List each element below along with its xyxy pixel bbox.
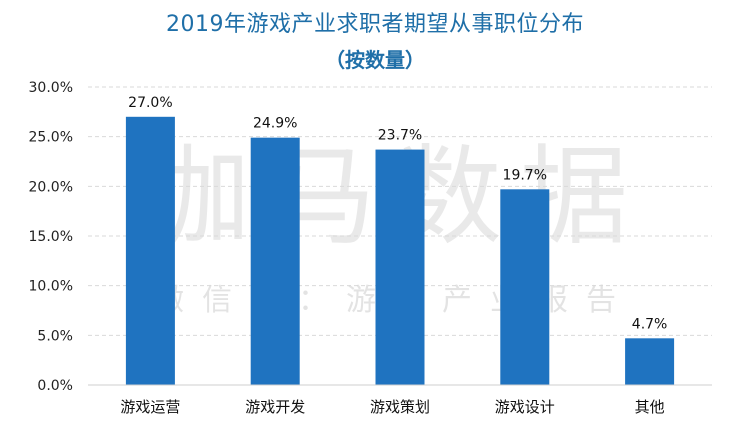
bar: [500, 189, 550, 385]
category-label: 其他: [635, 398, 665, 416]
category-label: 游戏开发: [245, 398, 305, 416]
y-tick-label: 10.0%: [29, 279, 73, 295]
category-label: 游戏策划: [370, 398, 430, 416]
data-label: 24.9%: [253, 116, 297, 132]
y-tick-label: 30.0%: [29, 80, 73, 96]
bar: [250, 137, 300, 385]
bar: [625, 338, 675, 385]
chart-subtitle: （按数量）: [325, 48, 425, 72]
y-tick-label: 0.0%: [37, 378, 73, 394]
category-label: 游戏运营: [120, 398, 180, 416]
data-label: 27.0%: [128, 95, 172, 111]
bar: [125, 116, 175, 386]
category-label: 游戏设计: [495, 398, 555, 416]
data-label: 23.7%: [378, 128, 422, 144]
x-axis-categories: 游戏运营 游戏开发 游戏策划 游戏设计 其他: [120, 398, 664, 416]
data-labels: 27.0% 24.9% 23.7% 19.7% 4.7%: [128, 95, 667, 333]
y-axis-ticks: 0.0% 5.0% 10.0% 15.0% 20.0% 25.0% 30.0%: [29, 80, 73, 394]
y-tick-label: 20.0%: [29, 179, 73, 195]
data-label: 4.7%: [632, 316, 668, 332]
bar: [375, 149, 425, 385]
data-label: 19.7%: [503, 167, 547, 183]
y-tick-label: 15.0%: [29, 229, 73, 245]
bars: [125, 116, 675, 386]
y-tick-label: 5.0%: [37, 328, 73, 344]
y-tick-label: 25.0%: [29, 130, 73, 146]
chart-title: 2019年游戏产业求职者期望从事职位分布: [166, 12, 584, 37]
